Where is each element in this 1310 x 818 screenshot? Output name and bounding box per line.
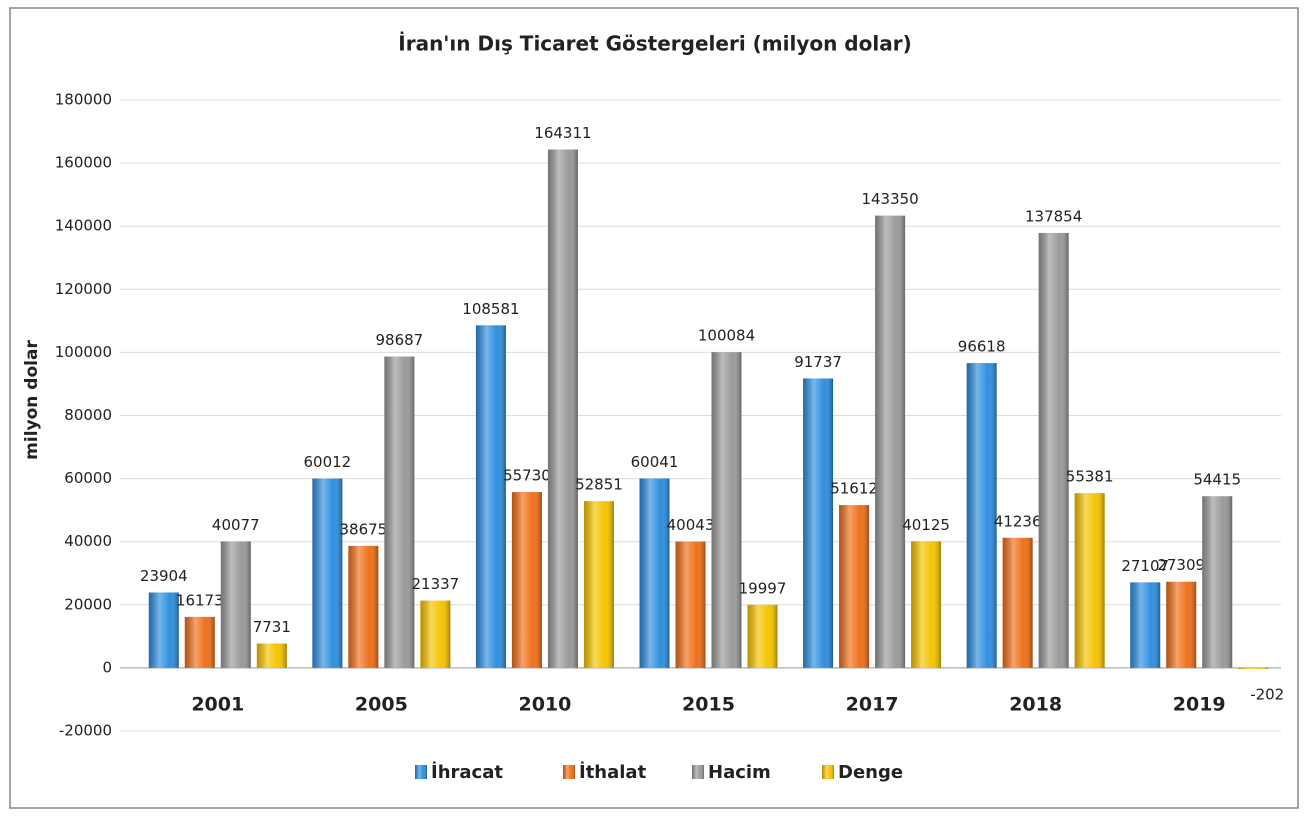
y-tick-label: -20000	[59, 722, 112, 740]
x-tick-label: 2018	[1009, 694, 1062, 716]
data-label: 54415	[1193, 471, 1241, 489]
x-tick-label: 2019	[1173, 694, 1226, 716]
chart-title: İran'ın Dış Ticaret Göstergeleri (milyon…	[398, 32, 911, 56]
bar-shine	[348, 545, 379, 668]
bar-shine	[711, 352, 742, 668]
x-tick-label: 2015	[682, 694, 735, 716]
y-tick-label: 140000	[55, 217, 112, 235]
legend-marker-shine	[822, 765, 834, 779]
x-tick-label: 2001	[191, 694, 244, 716]
data-label: 143350	[861, 190, 918, 208]
bar-shine	[1166, 581, 1197, 668]
y-tick-label: 120000	[55, 280, 112, 298]
y-tick-label: 40000	[64, 532, 112, 550]
chart-border	[9, 7, 1299, 809]
bar-shine	[184, 616, 215, 668]
y-tick-label: 20000	[64, 595, 112, 613]
legend-marker-shine	[692, 765, 704, 779]
y-tick-label: 60000	[64, 469, 112, 487]
bar-shine	[256, 643, 287, 668]
legend-label: Denge	[838, 762, 903, 783]
bar-shine	[511, 492, 542, 668]
bar-shine	[148, 592, 179, 668]
bar-shine	[675, 541, 706, 668]
data-label: 60041	[631, 453, 679, 471]
y-tick-label: 80000	[64, 406, 112, 424]
data-label: 38675	[339, 520, 387, 538]
data-label: 23904	[140, 567, 188, 585]
data-label: 91737	[794, 353, 842, 371]
data-label: 7731	[253, 618, 291, 636]
data-label: 21337	[411, 575, 459, 593]
bar-shine	[547, 149, 578, 668]
bar-shine	[1238, 667, 1269, 669]
data-label: 40077	[212, 516, 260, 534]
legend-marker-shine	[415, 765, 427, 779]
data-label: 27107	[1121, 557, 1169, 575]
data-label: 52851	[575, 476, 623, 494]
data-label: 41236	[994, 512, 1042, 530]
x-tick-label: 2005	[355, 694, 408, 716]
data-label: 40043	[667, 516, 715, 534]
data-label: 137854	[1025, 207, 1082, 225]
data-label: 55381	[1066, 468, 1114, 486]
y-tick-label: 160000	[55, 154, 112, 172]
bar-shine	[803, 378, 834, 668]
legend-label: İthalat	[579, 761, 647, 783]
data-label: 51612	[830, 480, 878, 498]
bar-shine	[966, 363, 997, 668]
bar-shine	[475, 325, 506, 668]
data-label: 164311	[534, 124, 591, 142]
data-label: 55730	[503, 467, 551, 485]
bar-shine	[220, 541, 251, 668]
data-label: 60012	[303, 453, 351, 471]
x-tick-label: 2010	[518, 694, 571, 716]
bar-shine	[1038, 232, 1069, 668]
data-label: 100084	[698, 327, 755, 345]
bar-shine	[384, 356, 415, 668]
data-label: 96618	[958, 338, 1006, 356]
data-label: 27309	[1157, 556, 1205, 574]
bar-shine	[875, 215, 906, 668]
data-label: 98687	[375, 331, 423, 349]
legend-label: İhracat	[431, 761, 503, 783]
bar-shine	[420, 600, 451, 668]
bar-shine	[911, 541, 942, 668]
bar-shine	[639, 478, 670, 668]
y-tick-label: 100000	[55, 343, 112, 361]
data-label: 108581	[462, 300, 519, 318]
data-label: 40125	[902, 516, 950, 534]
bar-shine	[747, 604, 778, 668]
bar-shine	[1002, 537, 1033, 668]
bar-shine	[1130, 582, 1161, 668]
y-axis-title: milyon dolar	[22, 340, 42, 460]
data-label: 19997	[739, 579, 787, 597]
y-tick-label: 180000	[55, 91, 112, 109]
legend-marker-shine	[563, 765, 575, 779]
data-label: 16173	[176, 591, 224, 609]
bar-shine	[583, 501, 614, 668]
bar-shine	[1074, 493, 1105, 668]
bar-shine	[1202, 496, 1233, 668]
data-label: -202	[1250, 685, 1284, 703]
bar-shine	[839, 505, 870, 668]
x-tick-label: 2017	[846, 694, 899, 716]
legend-label: Hacim	[708, 762, 771, 783]
y-tick-label: 0	[102, 658, 112, 676]
bar-shine	[312, 478, 343, 668]
